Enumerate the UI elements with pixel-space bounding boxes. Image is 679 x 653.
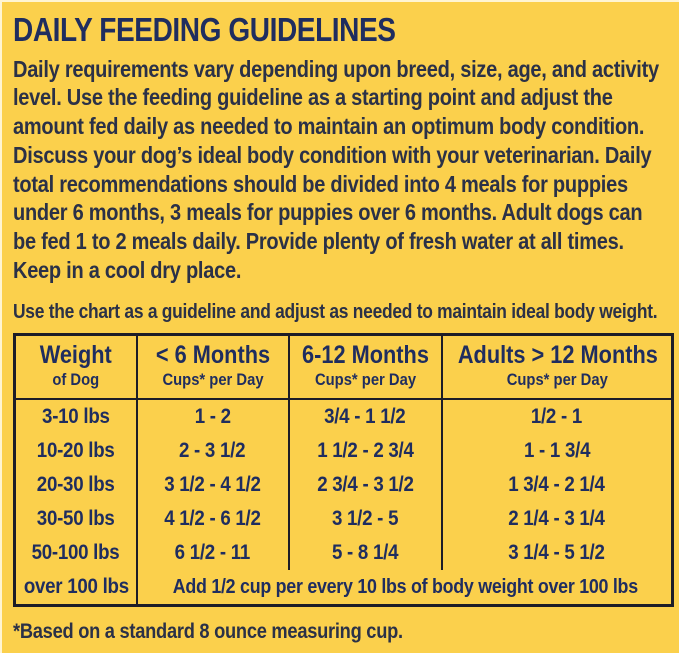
page-title: DAILY FEEDING GUIDELINES	[13, 11, 396, 48]
6-12-months-cell: 3 1/2 - 5	[287, 501, 442, 536]
table-header-row: Weight of Dog < 6 Months Cups* per Day 6…	[14, 334, 673, 400]
cell-value: 10-20 lbs	[36, 438, 115, 463]
column-header-adults: Adults > 12 Months Cups* per Day	[440, 334, 673, 400]
cell-value: 5 - 8 1/4	[331, 540, 399, 565]
column-title: Adults > 12 Months	[457, 340, 658, 369]
adults-cell: 3 1/4 - 5 1/2	[440, 535, 673, 570]
cell-value: 20-30 lbs	[36, 472, 115, 497]
cell-value: 2 1/4 - 3 1/4	[508, 506, 606, 531]
cell-value: 4 1/2 - 6 1/2	[164, 506, 261, 531]
6-12-months-cell: 5 - 8 1/4	[287, 535, 442, 570]
cell-value: 1 1/2 - 2 3/4	[316, 438, 414, 463]
adults-cell: 1 - 1 3/4	[440, 433, 673, 468]
cell-value: 50-100 lbs	[31, 540, 120, 565]
cell-value: 2 3/4 - 3 1/2	[316, 472, 414, 497]
under-6-months-cell: 6 1/2 - 11	[135, 535, 289, 570]
table-row-over-100-lbs: over 100 lbs Add 1/2 cup per every 10 lb…	[15, 569, 673, 606]
cell-value: 3 1/4 - 5 1/2	[508, 540, 606, 565]
feeding-table: Weight of Dog < 6 Months Cups* per Day 6…	[13, 332, 674, 607]
6-12-months-cell: 1 1/2 - 2 3/4	[287, 433, 442, 468]
column-header-6-12-months: 6-12 Months Cups* per Day	[287, 334, 442, 400]
6-12-months-cell: 3/4 - 1 1/2	[287, 398, 442, 434]
cell-value: 3 1/2 - 5	[331, 506, 399, 531]
under-6-months-cell: 3 1/2 - 4 1/2	[135, 467, 289, 502]
chart-usage-note: Use the chart as a guideline and adjust …	[13, 300, 658, 323]
adults-cell: 2 1/4 - 3 1/4	[440, 501, 673, 536]
weight-cell: 50-100 lbs	[15, 536, 137, 570]
cell-value: 30-50 lbs	[36, 506, 115, 531]
column-subtitle: Cups* per Day	[506, 370, 608, 390]
footnote: *Based on a standard 8 ounce measuring c…	[13, 619, 403, 643]
adults-cell: 1/2 - 1	[440, 398, 673, 434]
weight-cell: 30-50 lbs	[15, 502, 137, 536]
weight-cell: 3-10 lbs	[15, 399, 137, 434]
column-subtitle: of Dog	[52, 370, 100, 390]
column-subtitle: Cups* per Day	[161, 370, 264, 390]
column-title: < 6 Months	[155, 340, 270, 369]
column-header-under-6-months: < 6 Months Cups* per Day	[135, 334, 289, 400]
adults-cell: 1 3/4 - 2 1/4	[440, 467, 673, 502]
intro-paragraph: Daily requirements vary depending upon b…	[13, 55, 659, 283]
cell-value: 6 1/2 - 11	[174, 540, 251, 565]
over-100-lbs-instruction-cell: Add 1/2 cup per every 10 lbs of body wei…	[135, 569, 673, 606]
cell-value: 2 - 3 1/2	[179, 438, 246, 463]
table-row: 50-100 lbs 6 1/2 - 11 5 - 8 1/4 3 1/4 - …	[15, 535, 673, 570]
column-subtitle: Cups* per Day	[314, 370, 416, 390]
cell-value: over 100 lbs	[23, 574, 129, 599]
weight-cell: over 100 lbs	[15, 570, 137, 606]
under-6-months-cell: 2 - 3 1/2	[135, 433, 289, 468]
column-header-weight: Weight of Dog	[14, 334, 137, 400]
under-6-months-cell: 4 1/2 - 6 1/2	[135, 501, 289, 536]
6-12-months-cell: 2 3/4 - 3 1/2	[287, 467, 442, 502]
table-row: 3-10 lbs 1 - 2 3/4 - 1 1/2 1/2 - 1	[15, 398, 673, 434]
cell-value: Add 1/2 cup per every 10 lbs of body wei…	[172, 574, 638, 598]
cell-value: 1 - 2	[194, 404, 231, 429]
table-row: 20-30 lbs 3 1/2 - 4 1/2 2 3/4 - 3 1/2 1 …	[15, 467, 673, 502]
under-6-months-cell: 1 - 2	[135, 398, 289, 434]
cell-value: 3/4 - 1 1/2	[324, 404, 406, 429]
cell-value: 3-10 lbs	[41, 404, 110, 429]
table-row: 30-50 lbs 4 1/2 - 6 1/2 3 1/2 - 5 2 1/4 …	[15, 501, 673, 536]
cell-value: 1/2 - 1	[531, 404, 583, 429]
weight-cell: 20-30 lbs	[15, 468, 137, 502]
cell-value: 1 - 1 3/4	[523, 438, 591, 463]
cell-value: 3 1/2 - 4 1/2	[164, 472, 261, 497]
column-title: 6-12 Months	[301, 340, 429, 369]
table-row: 10-20 lbs 2 - 3 1/2 1 1/2 - 2 3/4 1 - 1 …	[15, 433, 673, 468]
cell-value: 1 3/4 - 2 1/4	[508, 472, 606, 497]
weight-cell: 10-20 lbs	[15, 434, 137, 468]
column-title: Weight	[39, 340, 112, 369]
